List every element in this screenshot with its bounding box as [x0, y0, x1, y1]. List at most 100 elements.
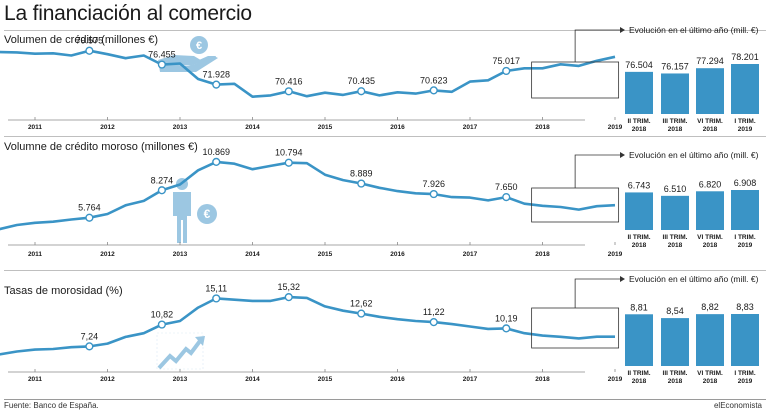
inset-bar — [696, 68, 724, 114]
person-euro-icon: € — [173, 178, 217, 243]
inset-bar-label: 6.820 — [699, 179, 722, 189]
series-line — [0, 160, 616, 231]
data-label: 70.416 — [275, 76, 303, 86]
data-label: 70.435 — [347, 76, 375, 86]
inset-bar-label: 8,82 — [701, 302, 719, 312]
connector-arrow — [620, 27, 625, 33]
panel-title-credit-volume: Volumen de crédito (millones €) — [4, 34, 159, 46]
data-point — [357, 179, 366, 188]
data-label: 10,19 — [495, 313, 518, 323]
hand-coin-icon: € — [158, 36, 218, 72]
inset-category-year: 2018 — [703, 242, 718, 249]
inset-bar-label: 6.743 — [628, 180, 651, 190]
data-point — [212, 157, 221, 166]
inset-bar — [696, 314, 724, 366]
highlight-box — [531, 307, 620, 349]
x-tick-label: 2014 — [245, 376, 260, 383]
panel-title-delinquent-volume: Volumne de crédito moroso (millones €) — [4, 141, 198, 153]
inset-category-year: 2019 — [738, 126, 753, 133]
svg-text:€: € — [204, 207, 211, 221]
inset-bar-label: 8,83 — [736, 302, 754, 312]
page-title: La financiación al comercio — [4, 2, 252, 25]
data-label: 7,24 — [81, 331, 99, 341]
data-point — [284, 293, 293, 302]
inset-category-label: I TRIM. — [734, 118, 755, 125]
panel-title-delinquency-rate: Tasas de morosidad (%) — [4, 285, 123, 297]
inset-bar — [625, 192, 653, 230]
inset-category-label: III TRIM. — [663, 118, 688, 125]
x-tick-label: 2015 — [318, 376, 333, 383]
data-label: 5.764 — [78, 203, 101, 213]
x-tick-label: 2011 — [28, 251, 42, 258]
inset-bar — [696, 191, 724, 230]
connector-arrow — [620, 152, 625, 158]
x-tick-label: 2013 — [173, 251, 188, 258]
title-divider — [4, 30, 766, 31]
connector-line — [574, 278, 620, 308]
inset-bar — [661, 318, 689, 366]
inset-category-year: 2018 — [632, 378, 647, 385]
inset-category-year: 2018 — [703, 378, 718, 385]
inset-bar-label: 76.157 — [661, 61, 689, 71]
data-point — [357, 309, 366, 318]
x-tick-label: 2014 — [245, 124, 260, 131]
inset-bar-label: 8,81 — [630, 302, 648, 312]
x-tick-label: 2016 — [390, 251, 405, 258]
data-point — [157, 60, 166, 69]
inset-category-year: 2018 — [668, 126, 683, 133]
data-point — [502, 324, 511, 333]
x-tick-label: 2017 — [463, 376, 478, 383]
inset-title: Evolución en el último año (mill. €) — [629, 150, 759, 160]
inset-category-label: II TRIM. — [627, 234, 650, 241]
data-point — [284, 87, 293, 96]
inset-title: Evolución en el último año (mill. €) — [629, 274, 759, 284]
x-tick-label: 2011 — [28, 124, 42, 131]
x-tick-label: 2011 — [28, 376, 42, 383]
series-line — [0, 49, 616, 98]
x-tick-label: 2013 — [173, 376, 188, 383]
data-point — [85, 213, 94, 222]
inset-category-label: VI TRIM. — [697, 118, 723, 125]
x-tick-label: 2019 — [608, 124, 623, 131]
x-tick-label: 2019 — [608, 251, 623, 258]
inset-bar — [661, 73, 689, 114]
source-note: Fuente: Banco de España. — [4, 401, 99, 410]
data-point — [284, 158, 293, 167]
data-label: 10.794 — [275, 148, 303, 158]
data-point — [429, 189, 438, 199]
data-point — [157, 320, 166, 329]
inset-category-year: 2018 — [632, 242, 647, 249]
inset-category-label: I TRIM. — [734, 234, 755, 241]
data-point — [85, 46, 94, 55]
inset-bar-label: 8,54 — [666, 306, 684, 316]
data-label: 7.926 — [422, 179, 445, 189]
inset-category-year: 2018 — [668, 378, 683, 385]
data-label: 8.274 — [151, 175, 174, 185]
x-tick-label: 2016 — [390, 124, 405, 131]
inset-bar-label: 76.504 — [625, 60, 653, 70]
data-label: 11,22 — [423, 307, 445, 317]
inset-category-year: 2018 — [632, 126, 647, 133]
data-point — [502, 66, 511, 76]
x-tick-label: 2018 — [535, 124, 550, 131]
connector-line — [574, 154, 620, 188]
data-point — [502, 192, 511, 202]
data-point — [85, 342, 94, 351]
x-tick-label: 2018 — [535, 251, 550, 258]
inset-category-year: 2018 — [668, 242, 683, 249]
inset-bar-label: 78.201 — [731, 52, 759, 62]
inset-category-label: III TRIM. — [663, 370, 688, 377]
x-tick-label: 2015 — [318, 251, 333, 258]
x-tick-label: 2012 — [100, 376, 115, 383]
data-point — [157, 186, 166, 195]
data-label: 71.928 — [202, 70, 230, 80]
x-tick-label: 2016 — [390, 376, 405, 383]
inset-category-label: VI TRIM. — [697, 234, 723, 241]
data-label: 70.623 — [420, 75, 448, 85]
data-label: 10.869 — [202, 147, 230, 157]
data-point — [429, 86, 438, 95]
data-label: 8.889 — [350, 169, 373, 179]
x-tick-label: 2015 — [318, 124, 333, 131]
inset-bar-label: 77.294 — [696, 56, 724, 66]
data-label: 12,62 — [350, 299, 373, 309]
